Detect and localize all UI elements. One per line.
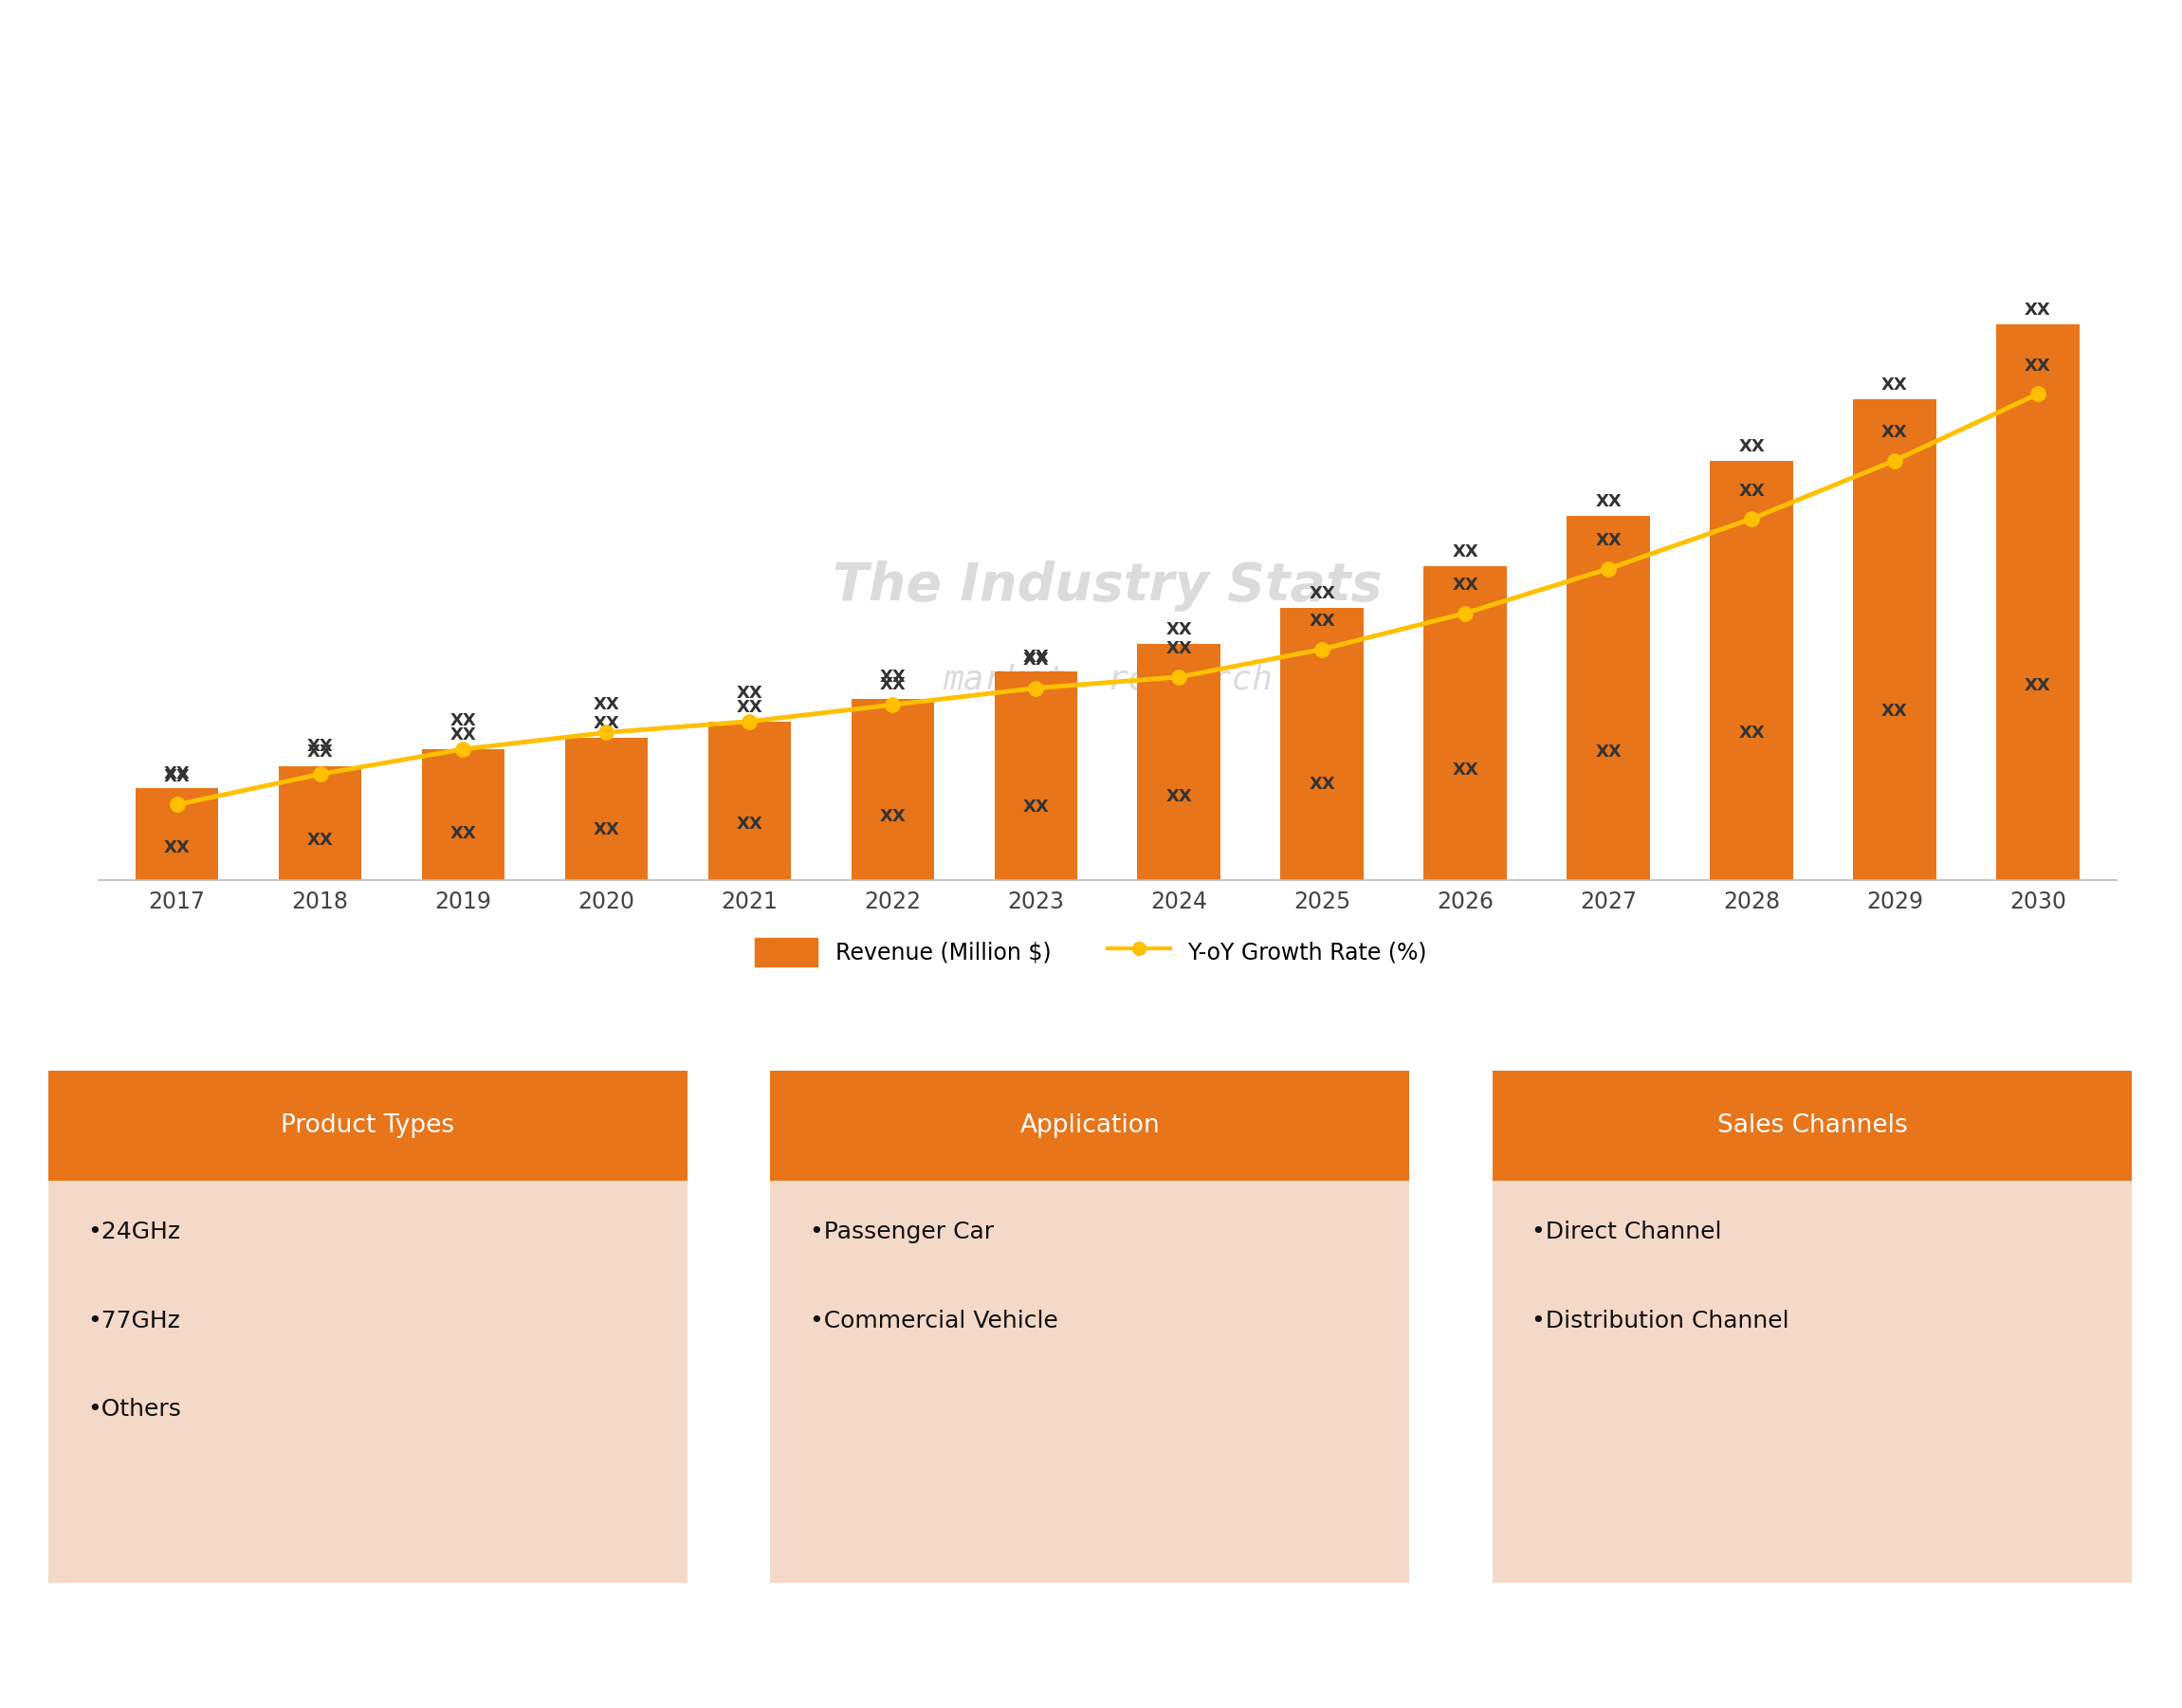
Bar (1492, 1071, 2132, 1583)
Text: XX: XX (164, 769, 190, 786)
Text: XX: XX (449, 726, 476, 743)
Bar (770, 1071, 1410, 1180)
Text: XX: XX (594, 716, 620, 733)
Text: XX: XX (1881, 704, 1907, 721)
Text: XX: XX (1739, 437, 1765, 454)
Bar (770, 1071, 1410, 1583)
Text: XX: XX (164, 839, 190, 856)
Text: The Industry Stats: The Industry Stats (834, 560, 1381, 611)
Text: XX: XX (1739, 482, 1765, 499)
Text: XX: XX (1309, 613, 1335, 630)
Text: market  research: market research (943, 664, 1272, 695)
Text: XX: XX (2025, 302, 2051, 319)
Text: XX: XX (1451, 543, 1479, 560)
Bar (851, 699, 934, 880)
Text: XX: XX (164, 765, 190, 782)
Text: XX: XX (1595, 743, 1621, 760)
Text: XX: XX (1309, 775, 1335, 793)
Bar (1281, 608, 1364, 880)
Text: XX: XX (594, 697, 620, 714)
Bar (1711, 461, 1794, 880)
Text: •Direct Channel: •Direct Channel (1532, 1221, 1722, 1243)
Text: •77GHz: •77GHz (87, 1310, 181, 1332)
Text: XX: XX (879, 808, 906, 825)
Text: •Others: •Others (87, 1399, 181, 1421)
Bar (565, 738, 648, 880)
Text: XX: XX (1309, 586, 1335, 601)
Bar (1997, 325, 2079, 880)
Bar (1567, 516, 1650, 880)
Text: XX: XX (1881, 424, 1907, 441)
Bar (1137, 644, 1220, 880)
Bar (279, 765, 362, 880)
Text: XX: XX (449, 712, 476, 729)
Text: XX: XX (1595, 533, 1621, 550)
Text: XX: XX (1595, 494, 1621, 511)
Text: Sales Channels: Sales Channels (1717, 1114, 1907, 1138)
Text: XX: XX (879, 668, 906, 685)
Text: XX: XX (879, 676, 906, 693)
Text: Product Types: Product Types (281, 1114, 454, 1138)
Text: XX: XX (1023, 798, 1050, 815)
Text: XX: XX (1451, 577, 1479, 594)
Text: Website: www.theindustrystats.com: Website: www.theindustrystats.com (1484, 1652, 1916, 1670)
Text: XX: XX (1881, 377, 1907, 395)
Text: XX: XX (308, 738, 334, 755)
Text: XX: XX (1165, 789, 1191, 806)
Legend: Revenue (Million $), Y-oY Growth Rate (%): Revenue (Million $), Y-oY Growth Rate (%… (746, 929, 1436, 975)
Text: XX: XX (1165, 640, 1191, 658)
Text: XX: XX (1739, 724, 1765, 741)
Text: XX: XX (308, 832, 334, 849)
Text: Email: sales@theindustrystats.com: Email: sales@theindustrystats.com (807, 1652, 1226, 1670)
Text: XX: XX (594, 822, 620, 839)
Text: XX: XX (1451, 762, 1479, 779)
Text: XX: XX (2025, 357, 2051, 374)
Bar (135, 787, 218, 880)
Text: Source: Theindustrystats Analysis: Source: Theindustrystats Analysis (55, 1652, 460, 1670)
Text: XX: XX (1023, 652, 1050, 668)
Bar (48, 1071, 687, 1583)
Text: •Distribution Channel: •Distribution Channel (1532, 1310, 1789, 1332)
Text: XX: XX (449, 825, 476, 842)
Text: •24GHz: •24GHz (87, 1221, 181, 1243)
Text: •Passenger Car: •Passenger Car (810, 1221, 993, 1243)
Text: XX: XX (735, 816, 764, 834)
Text: XX: XX (735, 685, 764, 702)
Bar (421, 750, 504, 880)
Bar (1492, 1071, 2132, 1180)
Bar (48, 1071, 687, 1180)
Bar (1853, 400, 1935, 880)
Text: XX: XX (2025, 676, 2051, 693)
Bar (995, 671, 1078, 880)
Text: Application: Application (1019, 1114, 1161, 1138)
Text: XX: XX (308, 743, 334, 760)
Bar (1423, 565, 1508, 880)
Text: XX: XX (735, 699, 764, 716)
Bar (707, 721, 792, 880)
Text: XX: XX (1165, 622, 1191, 639)
Text: •Commercial Vehicle: •Commercial Vehicle (810, 1310, 1058, 1332)
Text: Fig. Global Automotive Millimeter Wave Radar Market Status and Outlook: Fig. Global Automotive Millimeter Wave R… (28, 32, 1346, 65)
Text: XX: XX (1023, 649, 1050, 666)
